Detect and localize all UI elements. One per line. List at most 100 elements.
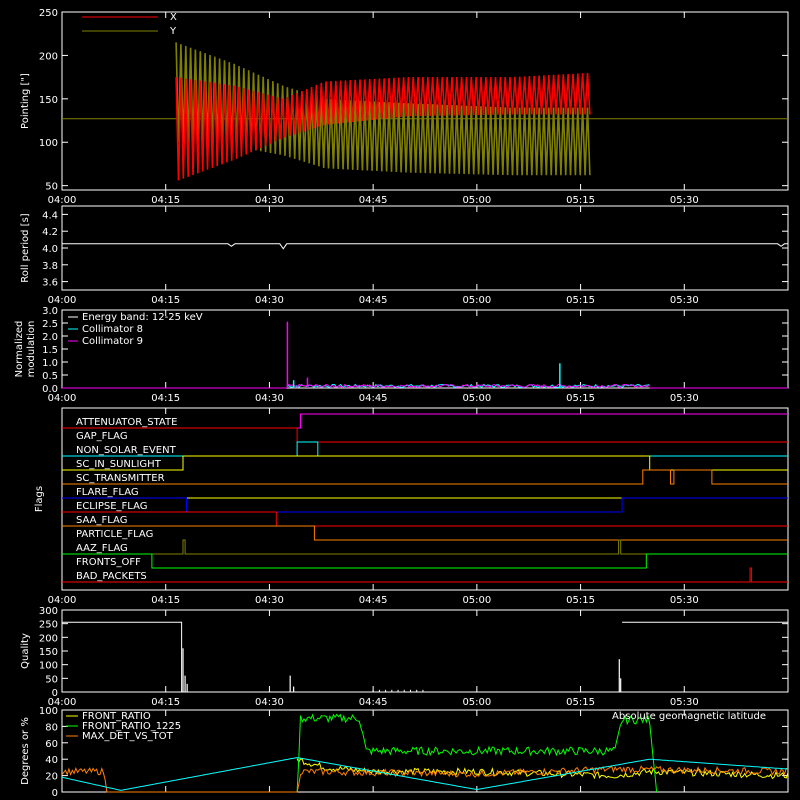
x-tick-label: 04:00: [48, 295, 77, 306]
ratio-legend-label: FRONT_RATIO_1225: [82, 721, 181, 732]
x-tick-label: 04:00: [48, 195, 77, 206]
x-tick-label: 05:15: [566, 295, 595, 306]
y-tick-label: 3.0: [42, 306, 58, 317]
flag-line-bad_packets: [62, 567, 788, 583]
y-tick-label: 100: [39, 138, 58, 149]
y-tick-label: 3.6: [42, 278, 58, 289]
y-tick-label: 50: [45, 182, 58, 193]
modulation-panel: 04:00 04:15 04:30 04:45 05:00 05:15 05:30 0.0 0.…: [14, 306, 789, 404]
y-tick-label: 1.0: [42, 358, 58, 369]
x-tick-label: 04:00: [48, 595, 77, 606]
ratios-panel: 0 20 40 60 80 100 Degrees or % FRONT_RATIOFRONT…: [20, 706, 789, 799]
geomagnetic-annotation: Absolute geomagnetic latitude: [612, 711, 766, 722]
x-tick-label: 04:45: [359, 595, 388, 606]
x-tick-label: 04:00: [48, 393, 77, 404]
y-tick-label: 1.5: [42, 345, 58, 356]
flag-line-sc_transmitter: [62, 469, 788, 485]
x-tick-label: 05:00: [462, 195, 491, 206]
flag-label-attenuator_state: ATTENUATOR_STATE: [76, 417, 177, 428]
y-tick-label: 60: [45, 739, 58, 750]
x-tick-label: 05:00: [462, 595, 491, 606]
quality-segment: [622, 621, 789, 692]
roll-panel: 04:00 04:15 04:30 04:45 05:00 05:15 05:30 3.6 3.…: [20, 205, 789, 306]
y-axis-label: Degrees or %: [20, 717, 31, 785]
y-tick-label: 4.2: [42, 227, 58, 238]
flag-label-saa_flag: SAA_FLAG: [76, 515, 127, 526]
y-tick-label: 0: [52, 788, 58, 799]
y-tick-label: 4.0: [42, 244, 58, 255]
y-axis-label-line2: modulation: [26, 321, 37, 378]
flag-label-non_solar_event: NON_SOLAR_EVENT: [76, 445, 177, 456]
x-tick-label: 05:30: [670, 393, 699, 404]
pointing-panel: 04:00 04:15 04:30 04:45 05:00 05:15 05:30 50 100…: [20, 8, 789, 206]
ratios-frame: [61, 709, 789, 793]
flag-label-eclipse_flag: ECLIPSE_FLAG: [76, 501, 147, 512]
ratio-series-front_ratio_1225: [296, 713, 658, 793]
x-tick-label: 04:45: [359, 697, 388, 708]
y-tick-label: 3.8: [42, 261, 58, 272]
flag-label-particle_flag: PARTICLE_FLAG: [76, 529, 153, 540]
flag-label-bad_packets: BAD_PACKETS: [76, 571, 147, 582]
x-tick-label: 05:15: [566, 393, 595, 404]
y-tick-label: 100: [39, 661, 58, 672]
x-tick-label: 04:30: [255, 195, 284, 206]
y-tick-label: 0.5: [42, 371, 58, 382]
y-tick-label: 50: [45, 674, 58, 685]
y-tick-label: 250: [39, 620, 58, 631]
modulation-legend-label: Collimator 8: [82, 324, 143, 335]
y-axis-label: Flags: [34, 486, 45, 512]
x-tick-label: 04:30: [255, 697, 284, 708]
ratio-series-absolute-geomagnetic-latitude: [61, 757, 789, 791]
y-axis-label: Roll period [s]: [20, 213, 31, 282]
x-tick-label: 04:15: [151, 595, 180, 606]
flag-line-particle_flag: [62, 525, 788, 541]
flag-label-flare_flag: FLARE_FLAG: [76, 487, 139, 498]
y-tick-label: 4.4: [42, 210, 58, 221]
x-tick-label: 05:15: [566, 195, 595, 206]
x-tick-label: 05:15: [566, 697, 595, 708]
x-tick-label: 05:30: [670, 595, 699, 606]
ratio-series-front_ratio: [296, 758, 789, 780]
flag-line-sc_in_sunlight: [62, 455, 788, 471]
flag-line-fronts_off: [62, 553, 788, 569]
y-tick-label: 2.5: [42, 319, 58, 330]
x-tick-label: 04:30: [255, 393, 284, 404]
y-tick-label: 80: [45, 722, 58, 733]
x-tick-label: 04:45: [359, 393, 388, 404]
legend-label-y: Y: [169, 26, 177, 37]
quality-panel: 04:00 04:15 04:30 04:45 05:00 05:15 05:30 0 50 10…: [20, 606, 789, 708]
ratio-legend-label: MAX_DET_VS_TOT: [82, 731, 174, 742]
x-tick-label: 04:15: [151, 195, 180, 206]
flag-line-gap_flag: [62, 427, 788, 443]
x-tick-label: 05:00: [462, 393, 491, 404]
x-tick-label: 05:00: [462, 697, 491, 708]
x-tick-label: 05:00: [462, 295, 491, 306]
flag-label-sc_in_sunlight: SC_IN_SUNLIGHT: [76, 459, 162, 470]
x-tick-label: 04:15: [151, 295, 180, 306]
x-tick-label: 05:30: [670, 295, 699, 306]
y-tick-label: 200: [39, 51, 58, 62]
y-tick-label: 100: [39, 706, 58, 717]
y-axis-label: Pointing ["]: [20, 73, 31, 129]
y-tick-label: 150: [39, 647, 58, 658]
y-tick-label: 0: [52, 688, 58, 699]
pointing-frame: [61, 11, 789, 191]
y-axis-label: Quality: [20, 633, 31, 669]
legend-label-x: X: [170, 12, 177, 23]
x-tick-label: 05:15: [566, 595, 595, 606]
flags-frame: [61, 407, 789, 591]
y-tick-label: 150: [39, 95, 58, 106]
x-tick-label: 04:00: [48, 697, 77, 708]
modulation-legend-label: Energy band: 12-25 keV: [82, 312, 203, 323]
y-tick-label: 2.0: [42, 332, 58, 343]
y-tick-label: 300: [39, 606, 58, 617]
x-tick-label: 05:30: [670, 195, 699, 206]
flag-label-aaz_flag: AAZ_FLAG: [76, 543, 128, 554]
x-tick-label: 04:45: [359, 195, 388, 206]
flag-label-gap_flag: GAP_FLAG: [76, 431, 128, 442]
y-axis-label-line1: Normalized: [14, 321, 25, 378]
flags-panel: 04:00 04:15 04:30 04:45 05:00 05:15 05:30 Flags…: [34, 407, 789, 606]
flag-line-aaz_flag: [62, 539, 788, 555]
quality-segment: [62, 621, 183, 692]
